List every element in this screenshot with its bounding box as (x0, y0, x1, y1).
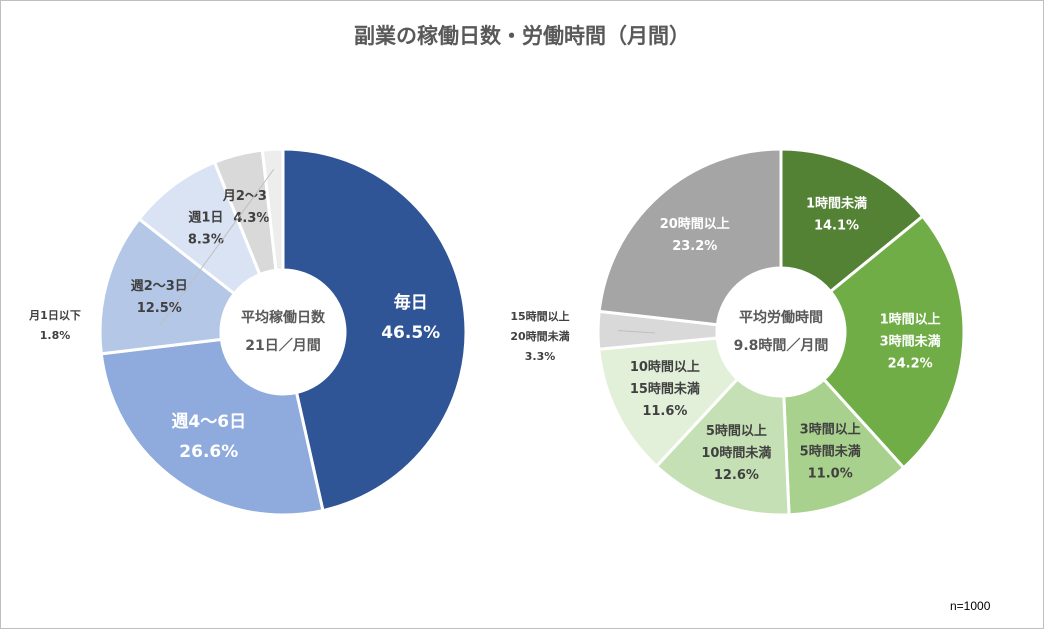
center-label: 9.8時間／月間 (734, 337, 829, 354)
slice-label: 1時間未満 (806, 195, 867, 211)
slice-value-label: 14.1% (814, 218, 859, 233)
slice-value-label: 1.8% (40, 329, 71, 342)
slice-label: 3時間未満 (880, 333, 941, 349)
slice-label: 1時間以上 (880, 311, 941, 327)
slice-label: 10時間未満 (701, 445, 771, 461)
leader-line (159, 168, 275, 326)
center-label: 平均稼働日数 (241, 309, 326, 326)
doughnut-slice (99, 337, 325, 517)
slice-label: 15時間未満 (630, 381, 700, 397)
slice-value-label: 12.5% (137, 301, 182, 316)
chart-title: 副業の稼働日数・労働時間（月間） (354, 24, 690, 48)
slice-label: 15時間以上 (510, 309, 569, 323)
slice-label: 月2〜3日 (222, 189, 280, 204)
sample-size-note: n=1000 (950, 599, 991, 613)
slice-value-label: 46.5% (381, 323, 440, 343)
slice-label: 週4〜6日 (171, 412, 246, 432)
slice-label: 10時間以上 (630, 359, 700, 375)
doughnut-slice (654, 376, 791, 517)
slice-value-label: 23.2% (672, 239, 717, 254)
slice-label: 3時間以上 (800, 421, 861, 437)
doughnut-slice (260, 147, 285, 273)
slice-value-label: 26.6% (179, 442, 238, 462)
slice-label: 週2〜3日 (131, 279, 188, 294)
slice-value-label: 11.6% (642, 404, 687, 419)
slice-label: 週1日 (188, 211, 223, 226)
slice-label: 毎日 (394, 292, 428, 313)
doughnut-slice (597, 336, 740, 469)
doughnut-slice (597, 147, 783, 327)
slice-label: 月1日以下 (28, 309, 81, 322)
slice-label: 5時間以上 (706, 423, 767, 439)
slice-value-label: 11.0% (808, 466, 853, 481)
slice-value-label: 8.3% (188, 233, 224, 248)
slice-value-label: 3.3% (525, 350, 556, 363)
center-label: 平均労働時間 (739, 309, 823, 326)
slice-value-label: 4.3% (233, 211, 269, 226)
center-label: 21日／月間 (245, 338, 320, 354)
leader-line (617, 329, 656, 334)
doughnut-slice (782, 377, 906, 517)
slice-label: 20時間以上 (660, 216, 730, 232)
doughnut-slice (821, 214, 966, 470)
doughnut-slice (281, 147, 468, 513)
slice-label: 20時間未満 (510, 329, 569, 343)
slice-value-label: 24.2% (888, 356, 933, 371)
slice-value-label: 12.6% (714, 468, 759, 483)
doughnut-slice (98, 216, 237, 356)
doughnut-slice (779, 147, 925, 294)
slice-label: 5時間未満 (800, 443, 861, 459)
